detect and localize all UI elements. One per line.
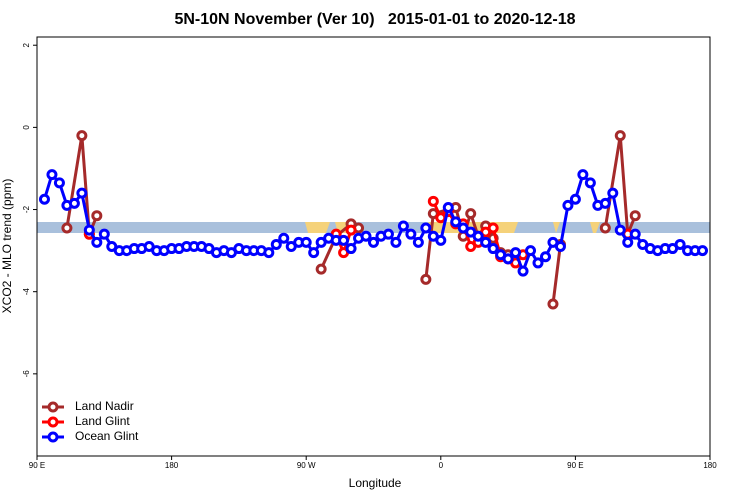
y-tick-label: -6 [22, 370, 31, 378]
legend-label: Land Glint [75, 414, 130, 428]
data-point [98, 228, 110, 240]
data-point [525, 245, 537, 257]
data-point [76, 130, 88, 142]
data-point [435, 234, 447, 246]
data-point [278, 232, 290, 244]
data-point [338, 234, 350, 246]
data-point [360, 230, 372, 242]
data-point [622, 236, 634, 248]
data-point [382, 228, 394, 240]
x-tick-label: 180 [703, 461, 717, 470]
data-point [270, 238, 282, 250]
data-point [539, 251, 551, 263]
y-tick-label: 0 [22, 125, 31, 130]
data-point [315, 263, 327, 275]
x-tick-label: 0 [439, 461, 444, 470]
data-point [465, 208, 477, 220]
legend-label: Ocean Glint [75, 429, 139, 443]
data-point [91, 236, 103, 248]
legend-marker [47, 416, 59, 428]
data-point [629, 228, 641, 240]
x-axis-label: Longitude [349, 476, 402, 490]
band-land [553, 222, 560, 233]
series-line [551, 244, 562, 305]
legend-label: Land Nadir [75, 399, 134, 413]
legend-marker [47, 401, 59, 413]
data-point [599, 222, 611, 234]
plot-frame [36, 36, 711, 457]
x-tick-label: 90 E [29, 461, 45, 470]
data-point [420, 273, 432, 285]
data-point [487, 222, 499, 234]
data-point [614, 130, 626, 142]
data-point [547, 298, 559, 310]
chart-title: 5N-10N November (Ver 10) 2015-01-01 to 2… [174, 11, 575, 28]
x-tick-label: 90 W [297, 461, 316, 470]
data-point [472, 230, 484, 242]
data-point [532, 257, 544, 269]
data-point [502, 253, 514, 265]
data-point [562, 199, 574, 211]
data-point [569, 193, 581, 205]
data-point [397, 220, 409, 232]
data-point [420, 222, 432, 234]
data-point [427, 195, 439, 207]
data-point [91, 210, 103, 222]
y-tick-label: -4 [22, 288, 31, 296]
band-land [590, 222, 600, 233]
series-line [603, 135, 637, 235]
data-point [412, 236, 424, 248]
data-point [300, 236, 312, 248]
data-point [308, 247, 320, 259]
data-point [368, 236, 379, 248]
data-point [76, 187, 88, 199]
data-point [390, 236, 402, 248]
x-tick-label: 90 E [567, 461, 583, 470]
legend-marker [47, 431, 59, 443]
data-point [674, 238, 686, 250]
data-point [450, 216, 462, 228]
series-line [65, 135, 99, 235]
data-point [577, 169, 589, 181]
data-point [435, 212, 447, 224]
band-strip [37, 222, 710, 233]
y-axis-label: XCO2 - MLO trend (ppm) [0, 179, 14, 314]
data-point [487, 243, 499, 255]
data-point [38, 193, 50, 205]
band-land [305, 222, 330, 233]
x-tick-label: 180 [165, 461, 179, 470]
data-point [480, 236, 492, 248]
data-point [345, 243, 357, 255]
data-point [554, 241, 566, 252]
data-point [68, 197, 80, 209]
data-point [442, 201, 454, 213]
data-point [584, 177, 596, 189]
data-point [629, 210, 641, 222]
data-point [614, 224, 626, 236]
y-tick-label: -2 [22, 205, 31, 213]
data-point [61, 222, 73, 234]
data-point [517, 265, 529, 277]
data-point [83, 224, 95, 236]
data-point [405, 228, 417, 240]
y-tick-label: 2 [22, 42, 31, 47]
data-point [53, 177, 65, 189]
data-point [46, 169, 58, 181]
data-point [263, 247, 275, 259]
data-point [345, 224, 357, 236]
data-point [607, 187, 619, 199]
data-point [697, 245, 709, 257]
data-point [599, 197, 611, 209]
data-point [510, 247, 522, 259]
